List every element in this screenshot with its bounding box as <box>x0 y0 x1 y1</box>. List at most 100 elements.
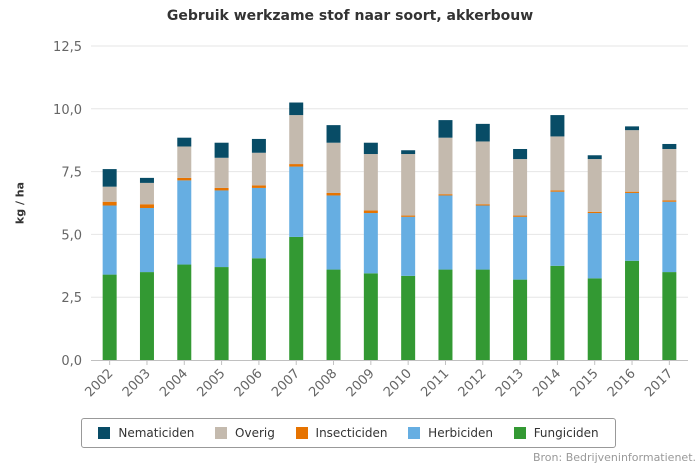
bar-fungiciden-2013 <box>513 279 528 360</box>
bar-overig-2003 <box>139 182 154 205</box>
x-tick-label: 2008 <box>306 366 340 400</box>
x-tick-label: 2007 <box>269 366 303 400</box>
x-tick-label: 2005 <box>194 366 228 400</box>
bar-insecticiden-2007 <box>289 164 304 167</box>
bar-overig-2014 <box>550 136 565 191</box>
legend-item-herbiciden[interactable]: Herbiciden <box>408 426 493 440</box>
bar-insecticiden-2002 <box>102 201 117 206</box>
legend-item-nematiciden[interactable]: Nematiciden <box>98 426 194 440</box>
bar-fungiciden-2004 <box>177 264 192 360</box>
x-tick-label: 2017 <box>642 366 676 400</box>
bar-overig-2004 <box>177 146 192 178</box>
bar-nematiciden-2003 <box>139 177 154 183</box>
legend-item-fungiciden[interactable]: Fungiciden <box>513 426 599 440</box>
bar-fungiciden-2005 <box>214 267 229 360</box>
bar-nematiciden-2015 <box>587 155 602 160</box>
chart-legend: Nematiciden Overig Insecticiden Herbiciden F… <box>81 418 616 448</box>
legend-swatch <box>98 427 111 439</box>
bar-herbiciden-2010 <box>401 216 416 276</box>
bar-fungiciden-2008 <box>326 269 341 360</box>
bar-overig-2017 <box>662 148 677 201</box>
bar-overig-2002 <box>102 186 117 202</box>
bar-fungiciden-2006 <box>251 258 266 360</box>
bar-nematiciden-2012 <box>475 123 490 142</box>
bar-herbiciden-2016 <box>625 192 640 261</box>
bar-nematiciden-2007 <box>289 102 304 116</box>
chart-plot-area: 0,0 2,5 5,0 7,5 10,0 12,5 2002 2003 2004 2005 2006… <box>53 40 688 400</box>
bar-overig-2005 <box>214 157 229 188</box>
bar-overig-2011 <box>438 137 453 195</box>
bar-nematiciden-2010 <box>401 150 416 155</box>
bar-nematiciden-2011 <box>438 120 453 138</box>
bar-insecticiden-2004 <box>177 177 192 181</box>
x-tick-label: 2004 <box>157 366 191 400</box>
legend-label: Nematiciden <box>118 426 195 440</box>
bar-fungiciden-2002 <box>102 274 117 360</box>
y-tick-label: 5,0 <box>61 228 82 243</box>
x-tick-label: 2016 <box>605 366 639 400</box>
bar-nematiciden-2004 <box>177 137 192 147</box>
bar-herbiciden-2003 <box>139 208 154 273</box>
bar-nematiciden-2017 <box>662 143 677 149</box>
x-tick-label: 2009 <box>344 366 378 400</box>
x-tick-label: 2011 <box>418 366 452 400</box>
bar-overig-2006 <box>251 152 266 186</box>
chart-title: Gebruik werkzame stof naar soort, akkerb… <box>166 8 534 24</box>
bar-fungiciden-2010 <box>401 275 416 360</box>
bar-herbiciden-2007 <box>289 166 304 237</box>
bar-insecticiden-2016 <box>625 191 640 193</box>
bar-fungiciden-2007 <box>289 236 304 360</box>
bar-herbiciden-2004 <box>177 180 192 265</box>
legend-label: Overig <box>235 426 275 440</box>
bar-herbiciden-2011 <box>438 195 453 270</box>
x-tick-label: 2012 <box>456 366 490 400</box>
x-tick-label: 2003 <box>120 366 154 400</box>
bar-nematiciden-2006 <box>251 138 266 153</box>
bar-insecticiden-2013 <box>513 215 528 217</box>
legend-item-overig[interactable]: Overig <box>215 426 275 440</box>
x-tick-label: 2002 <box>82 366 116 400</box>
bar-fungiciden-2017 <box>662 272 677 360</box>
x-tick-label: 2014 <box>530 366 564 400</box>
bar-herbiciden-2008 <box>326 195 341 270</box>
bar-nematiciden-2016 <box>625 126 640 131</box>
bar-fungiciden-2009 <box>363 273 378 360</box>
bar-insecticiden-2009 <box>363 210 378 214</box>
legend-item-insecticiden[interactable]: Insecticiden <box>295 426 387 440</box>
bar-overig-2013 <box>513 159 528 216</box>
bar-overig-2012 <box>475 141 490 205</box>
bar-herbiciden-2005 <box>214 190 229 268</box>
bar-herbiciden-2009 <box>363 213 378 274</box>
bar-insecticiden-2010 <box>401 215 416 217</box>
bar-overig-2016 <box>625 130 640 192</box>
bar-herbiciden-2006 <box>251 187 266 259</box>
bar-nematiciden-2009 <box>363 142 378 155</box>
bar-overig-2015 <box>587 159 602 212</box>
bar-insecticiden-2005 <box>214 187 229 191</box>
bar-insecticiden-2017 <box>662 200 677 202</box>
bar-insecticiden-2015 <box>587 211 602 214</box>
bar-insecticiden-2006 <box>251 185 266 188</box>
y-tick-label: 2,5 <box>61 291 82 306</box>
y-tick-label: 0,0 <box>61 354 82 369</box>
bar-herbiciden-2012 <box>475 205 490 270</box>
bar-nematiciden-2014 <box>550 115 565 137</box>
bar-fungiciden-2015 <box>587 278 602 360</box>
bar-nematiciden-2008 <box>326 125 341 143</box>
bar-fungiciden-2014 <box>550 265 565 360</box>
bar-fungiciden-2012 <box>475 269 490 360</box>
y-tick-label: 10,0 <box>53 103 82 118</box>
bar-nematiciden-2005 <box>214 142 229 158</box>
legend-label: Herbiciden <box>428 426 493 440</box>
bar-insecticiden-2011 <box>438 194 453 196</box>
bar-overig-2010 <box>401 154 416 216</box>
bar-overig-2007 <box>289 115 304 165</box>
bar-fungiciden-2003 <box>139 272 154 360</box>
bar-overig-2008 <box>326 142 341 193</box>
legend-swatch <box>408 427 421 439</box>
bar-herbiciden-2017 <box>662 201 677 273</box>
legend-swatch <box>215 427 228 439</box>
bar-herbiciden-2014 <box>550 191 565 266</box>
bar-insecticiden-2003 <box>139 204 154 209</box>
legend-swatch <box>513 427 526 439</box>
